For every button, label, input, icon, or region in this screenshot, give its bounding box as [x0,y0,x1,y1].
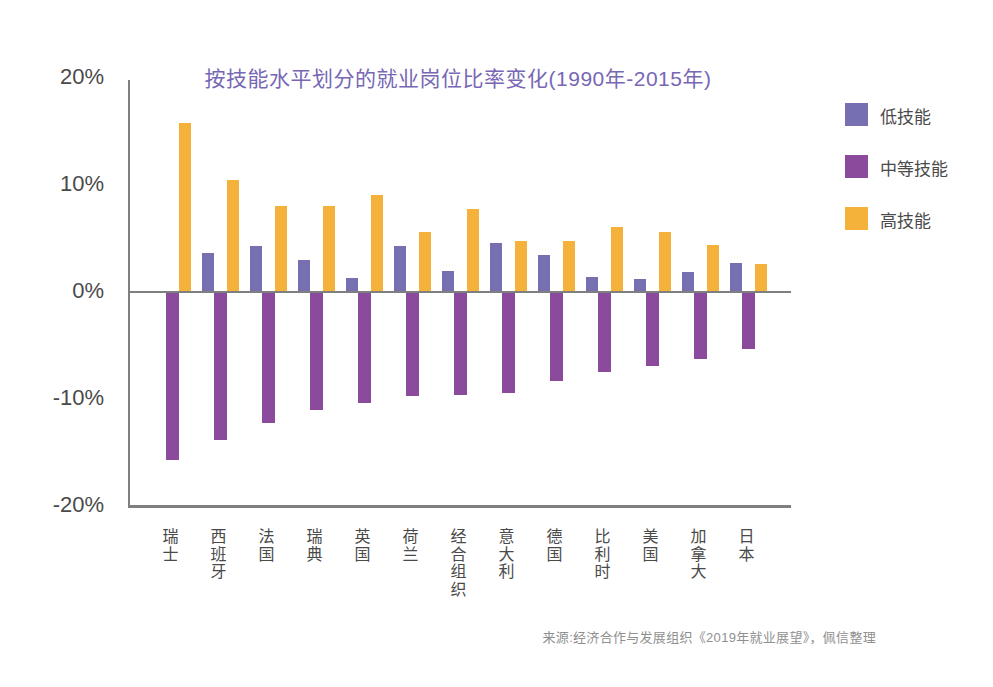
bar-medium-0 [166,292,178,460]
y-tick-label-10: 10% [0,171,104,197]
x-category-label-1: 西班牙 [209,528,225,581]
y-tick-label-0: 0% [0,278,104,304]
zero-baseline [128,291,791,293]
bar-medium-9 [598,292,610,372]
bar-low-7 [490,243,502,292]
legend-label-high: 高技能 [880,207,931,232]
x-category-label-10: 美国 [641,528,657,563]
source-note: 来源:经济合作与发展组织《2019年就业展望》，佩信整理 [543,627,876,646]
chart-title: 按技能水平划分的就业岗位比率变化(1990年-2015年) [205,62,712,92]
bar-high-1 [227,180,239,292]
bar-high-7 [515,241,527,292]
bar-high-6 [467,209,479,292]
bar-high-12 [755,264,767,292]
bar-high-11 [707,245,719,292]
bar-medium-5 [406,292,418,396]
bar-low-4 [346,278,358,292]
legend-label-medium: 中等技能 [880,155,948,180]
bar-low-2 [250,246,262,292]
bar-medium-10 [646,292,658,366]
bar-medium-4 [358,292,370,403]
bar-medium-7 [502,292,514,393]
x-axis-line [128,505,791,508]
bar-high-10 [659,232,671,292]
bar-high-2 [275,206,287,292]
bar-medium-1 [214,292,226,440]
bar-low-9 [586,277,598,292]
x-category-label-2: 法国 [257,528,273,563]
bar-medium-8 [550,292,562,381]
y-tick-label--10: -10% [0,385,104,411]
legend-swatch-low [845,103,868,126]
y-tick-label-20: 20% [0,64,104,90]
bar-high-0 [179,123,191,292]
bar-high-8 [563,241,575,292]
bar-low-8 [538,255,550,292]
bar-medium-12 [742,292,754,349]
x-category-label-3: 瑞典 [305,528,321,563]
bar-low-12 [730,263,742,292]
x-category-label-5: 荷兰 [401,528,417,563]
x-category-label-7: 意大利 [497,528,513,581]
bar-high-9 [611,227,623,292]
y-tick-label--20: -20% [0,492,104,518]
bar-low-5 [394,246,406,292]
legend-swatch-high [845,207,868,230]
y-axis-line [128,80,130,507]
legend-swatch-medium [845,155,868,178]
bar-medium-11 [694,292,706,359]
x-category-label-4: 英国 [353,528,369,563]
bar-medium-6 [454,292,466,395]
bar-medium-3 [310,292,322,410]
bar-high-5 [419,232,431,292]
bar-medium-2 [262,292,274,423]
bar-low-1 [202,253,214,292]
bar-high-4 [371,195,383,292]
x-category-label-6: 经合组织 [449,528,465,598]
bar-low-3 [298,260,310,292]
bar-low-11 [682,272,694,292]
legend-label-low: 低技能 [880,103,931,128]
x-category-label-11: 加拿大 [689,528,705,581]
bar-high-3 [323,206,335,292]
x-category-label-8: 德国 [545,528,561,563]
x-category-label-0: 瑞士 [161,528,177,563]
x-category-label-9: 比利时 [593,528,609,581]
x-category-label-12: 日本 [737,528,753,563]
employment-change-by-skill-chart: 按技能水平划分的就业岗位比率变化(1990年-2015年) 20% 10% 0% -1… [0,0,993,687]
bar-low-6 [442,271,454,292]
